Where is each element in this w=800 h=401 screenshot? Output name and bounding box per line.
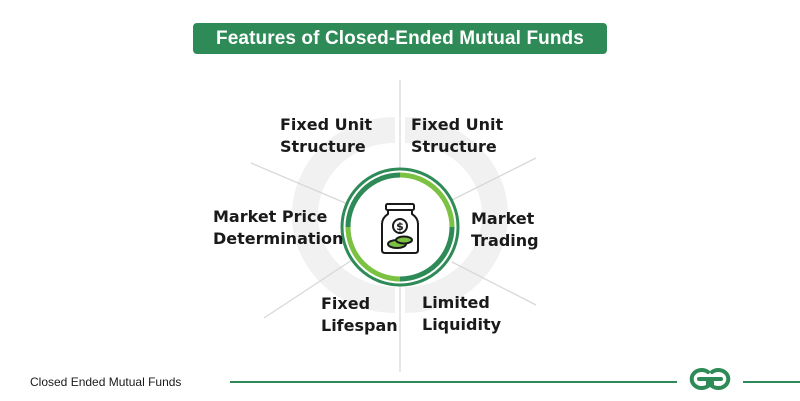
title-banner: Features of Closed-Ended Mutual Funds	[193, 23, 607, 54]
page-title: Features of Closed-Ended Mutual Funds	[216, 27, 584, 49]
center-circle	[340, 167, 460, 287]
gfg-logo-icon	[677, 362, 743, 396]
feature-label-bottom-left: Fixed Lifespan	[321, 294, 398, 335]
svg-text:$: $	[396, 220, 404, 233]
feature-label-bottom-right: Limited Liquidity	[422, 293, 502, 334]
footer-divider	[0, 381, 800, 383]
divider-lines	[250, 80, 537, 372]
footer-caption: Closed Ended Mutual Funds	[0, 368, 230, 396]
money-jar-icon: $	[381, 203, 419, 254]
feature-label-top-left: Fixed Unit Structure	[280, 115, 373, 156]
watermark-logo	[292, 117, 508, 313]
feature-label-right: Market Trading	[471, 209, 539, 250]
feature-label-left: Market Price Determination	[213, 207, 344, 248]
feature-label-top-right: Fixed Unit Structure	[411, 115, 504, 156]
